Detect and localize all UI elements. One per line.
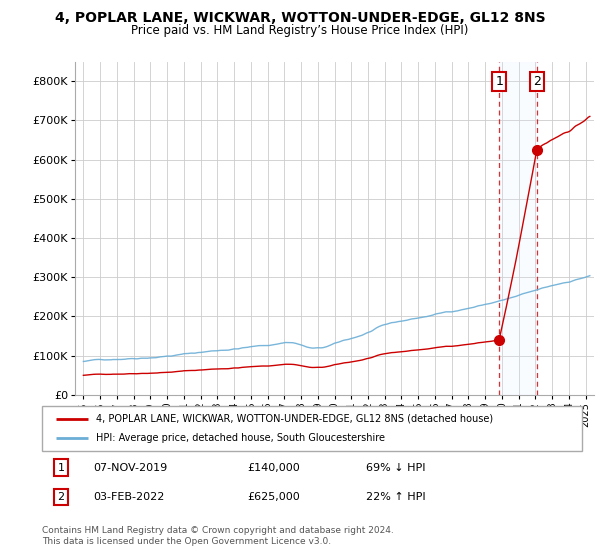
Bar (499, 62, 537, 395)
Text: Contains HM Land Registry data © Crown copyright and database right 2024.
This d: Contains HM Land Registry data © Crown c… (42, 526, 394, 546)
Text: 03-FEB-2022: 03-FEB-2022 (94, 492, 164, 502)
Text: Price paid vs. HM Land Registry’s House Price Index (HPI): Price paid vs. HM Land Registry’s House … (131, 24, 469, 36)
Text: 2: 2 (533, 74, 541, 88)
Text: 4, POPLAR LANE, WICKWAR, WOTTON-UNDER-EDGE, GL12 8NS (detached house): 4, POPLAR LANE, WICKWAR, WOTTON-UNDER-ED… (96, 413, 493, 423)
Text: £625,000: £625,000 (247, 492, 300, 502)
Text: 07-NOV-2019: 07-NOV-2019 (94, 463, 167, 473)
Text: 2: 2 (58, 492, 64, 502)
Text: 22% ↑ HPI: 22% ↑ HPI (366, 492, 425, 502)
Text: 4, POPLAR LANE, WICKWAR, WOTTON-UNDER-EDGE, GL12 8NS: 4, POPLAR LANE, WICKWAR, WOTTON-UNDER-ED… (55, 11, 545, 25)
Text: 1: 1 (58, 463, 64, 473)
Text: 69% ↓ HPI: 69% ↓ HPI (366, 463, 425, 473)
Text: HPI: Average price, detached house, South Gloucestershire: HPI: Average price, detached house, Sout… (96, 433, 385, 444)
FancyBboxPatch shape (42, 406, 582, 451)
Text: 1: 1 (495, 74, 503, 88)
Text: £140,000: £140,000 (247, 463, 300, 473)
